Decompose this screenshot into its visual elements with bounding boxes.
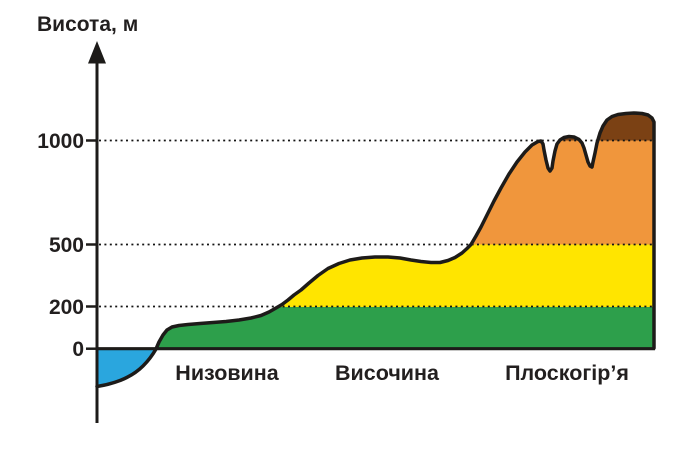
band-above-1000m <box>156 113 654 141</box>
zone-label-plateau: Плоскогір’я <box>505 361 629 385</box>
elevation-bands <box>156 113 654 307</box>
y-axis-arrow-icon <box>88 41 106 64</box>
terrain-surface-line <box>95 111 656 389</box>
tick-label-500: 500 <box>49 234 84 257</box>
zone-label-upland: Височина <box>335 361 440 385</box>
axis-title: Висота, м <box>37 13 138 36</box>
band-200-500m <box>156 244 654 307</box>
water-region <box>97 349 156 387</box>
y-axis <box>86 41 106 423</box>
tick-label-0: 0 <box>72 338 84 361</box>
tick-label-1000: 1000 <box>37 130 84 153</box>
band-500-1000m <box>156 140 654 245</box>
zone-label-lowland: Низовина <box>175 361 279 385</box>
tick-label-200: 200 <box>49 296 84 319</box>
